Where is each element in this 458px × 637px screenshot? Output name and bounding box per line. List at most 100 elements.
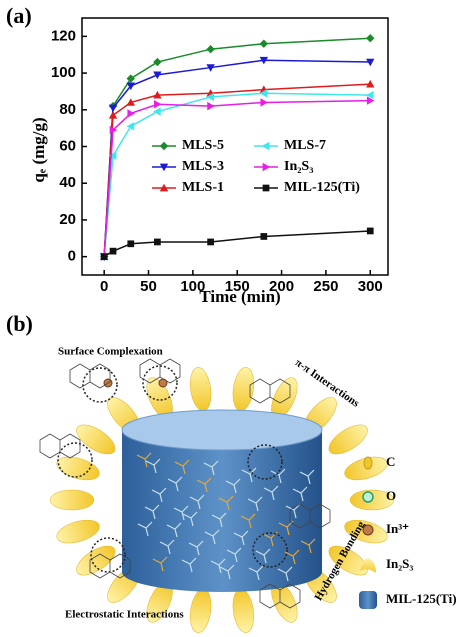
marker (262, 162, 271, 172)
marker (259, 56, 269, 65)
mof-network (174, 459, 190, 475)
mof-network (277, 566, 293, 582)
mof-network (263, 485, 279, 501)
marker (126, 122, 135, 131)
marker (159, 163, 169, 172)
marker (127, 240, 135, 248)
marker (108, 111, 118, 119)
series-line (103, 230, 371, 258)
mof-network (226, 547, 242, 563)
legend-label: MLS-7 (284, 138, 326, 153)
legend-label: MIL-125(Ti) (386, 591, 457, 606)
marker (259, 39, 269, 48)
marker (366, 96, 375, 105)
marker (206, 64, 215, 72)
interaction-site (142, 365, 178, 401)
mof-network (299, 469, 315, 485)
in2s3-petal (76, 545, 116, 576)
marker (159, 141, 169, 151)
y-tick-label: 0 (68, 248, 76, 265)
marker (154, 238, 161, 246)
mof-network (225, 478, 241, 494)
molecule (39, 433, 81, 459)
x-tick-label: 100 (180, 278, 205, 295)
marker (366, 90, 374, 100)
marker (159, 183, 169, 192)
x-tick-label: 150 (225, 278, 250, 295)
mof-network (270, 468, 286, 484)
legend-label: In₂S₃ (386, 556, 413, 571)
in2s3-petal (190, 588, 212, 633)
marker (259, 89, 268, 98)
in2s3-petal (56, 456, 100, 481)
marker (126, 98, 135, 106)
molecule (289, 503, 331, 529)
marker (153, 57, 162, 67)
mof-network (204, 529, 220, 545)
mof-network (247, 496, 263, 512)
x-tick-label: 250 (313, 278, 338, 295)
x-tick-label: 300 (358, 278, 383, 295)
interaction-label: Surface Complexation (58, 346, 163, 358)
legend-icon (363, 456, 373, 470)
mof-network (255, 548, 271, 564)
molecule (139, 358, 181, 384)
marker (366, 227, 374, 235)
mof-network (218, 495, 234, 511)
marker (153, 71, 162, 80)
marker (366, 33, 375, 43)
mof-network (173, 505, 189, 521)
y-tick-label: 20 (59, 211, 76, 228)
legend-label: MLS-5 (182, 138, 224, 153)
mof-network (203, 460, 219, 476)
legend-icon (362, 491, 374, 503)
y-tick-label: 40 (59, 174, 76, 191)
molecule (69, 363, 111, 389)
legend-icon (360, 558, 376, 573)
mof-network (241, 467, 257, 483)
in2s3-petal (232, 367, 254, 412)
interaction-site (247, 444, 283, 480)
mof-network (233, 530, 249, 546)
marker (100, 253, 108, 261)
in2s3-petal (76, 424, 116, 455)
mof-network (210, 558, 226, 574)
marker (153, 107, 161, 116)
marker (126, 82, 135, 91)
interaction-site (82, 367, 118, 403)
panel-label: (b) (6, 311, 33, 336)
mof-network (285, 503, 301, 519)
molecule (259, 583, 301, 609)
legend-label: In₂S₃ (284, 159, 313, 174)
legend-label: C (386, 454, 395, 469)
plot-frame (81, 17, 389, 276)
in2s3-petal (328, 424, 368, 455)
mof-network (240, 513, 256, 529)
mof-network (166, 522, 182, 538)
marker (366, 79, 375, 88)
y-tick-label: 120 (51, 27, 76, 44)
mof-network (159, 539, 175, 555)
legend-icon (362, 524, 374, 536)
interaction-site (90, 537, 126, 573)
marker (109, 247, 117, 255)
mof-network (151, 487, 167, 503)
marker (206, 45, 215, 54)
y-tick-label: 100 (51, 64, 76, 81)
x-axis-label: Time (min) (199, 287, 280, 306)
in2s3-petal (56, 519, 100, 544)
in2s3-petal (232, 588, 254, 633)
mof-network (188, 540, 204, 556)
mof-network (136, 452, 152, 468)
marker (109, 125, 118, 135)
y-tick-label: 60 (59, 137, 76, 154)
in2s3-petal (190, 367, 212, 412)
y-tick-label: 80 (59, 101, 76, 118)
x-tick-label: 200 (269, 278, 294, 295)
marker (108, 151, 117, 160)
panel-label: (a) (6, 3, 32, 28)
marker (207, 101, 215, 111)
legend-label: MLS-3 (182, 159, 224, 174)
